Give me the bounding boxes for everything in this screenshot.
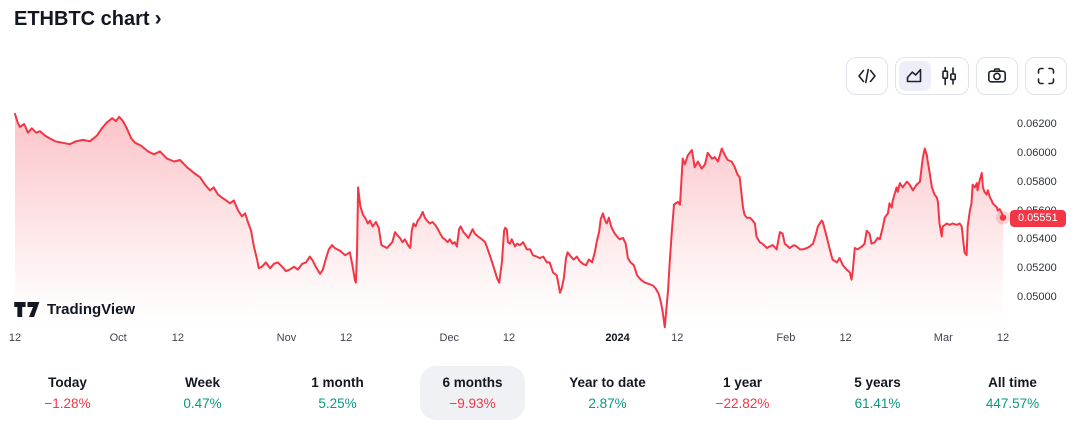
range-pill: 1 month 5.25% xyxy=(289,366,386,420)
range-change: −1.28% xyxy=(44,396,91,411)
range-pill: 5 years 61.41% xyxy=(832,366,923,420)
range-change: 0.47% xyxy=(183,396,222,411)
area-chart-type-button[interactable] xyxy=(899,61,931,91)
chart-type-switcher xyxy=(895,57,969,95)
range-change: 5.25% xyxy=(318,396,357,411)
range-pill: Year to date 2.87% xyxy=(547,366,668,420)
time-axis-label: 12 xyxy=(502,332,516,344)
range-button-6-months[interactable]: 6 months −9.93% xyxy=(405,366,540,420)
time-axis-label: 12 xyxy=(171,332,184,344)
range-change: 61.41% xyxy=(854,396,901,411)
range-change: 447.57% xyxy=(985,396,1040,411)
time-axis-label: 12 xyxy=(340,332,353,344)
tradingview-attribution[interactable]: TradingView xyxy=(14,301,135,318)
price-area xyxy=(15,113,1003,332)
attribution-label: TradingView xyxy=(47,301,136,318)
price-axis-label: 0.05800 xyxy=(1017,175,1057,188)
page-title: ETHBTC chart xyxy=(14,8,150,30)
candlestick-icon xyxy=(942,66,957,86)
range-pill: 6 months −9.93% xyxy=(420,366,525,420)
range-label: Today xyxy=(48,375,87,390)
chart-toolbar xyxy=(846,57,1067,95)
time-axis-label: Feb xyxy=(776,332,796,344)
fullscreen-icon xyxy=(1037,67,1055,85)
range-button-5-years[interactable]: 5 years 61.41% xyxy=(810,366,945,420)
price-axis-label: 0.05000 xyxy=(1017,291,1057,303)
price-axis-label: 0.06000 xyxy=(1017,146,1057,159)
range-label: 6 months xyxy=(442,375,503,390)
embed-code-button[interactable] xyxy=(846,57,888,95)
range-selector: Today −1.28% Week 0.47% 1 month 5.25% 6 months… xyxy=(0,366,1080,420)
last-price-marker xyxy=(999,214,1007,221)
range-button-1-year[interactable]: 1 year −22.82% xyxy=(675,366,810,420)
chevron-right-icon: › xyxy=(154,6,162,30)
fullscreen-button[interactable] xyxy=(1025,57,1067,95)
range-label: 5 years xyxy=(854,375,901,390)
code-icon xyxy=(858,68,876,84)
time-axis-label: Dec xyxy=(439,332,460,344)
range-button-1-month[interactable]: 1 month 5.25% xyxy=(270,366,405,420)
snapshot-button[interactable] xyxy=(976,57,1018,95)
range-label: 1 year xyxy=(722,375,763,390)
time-axis-label: Nov xyxy=(276,332,297,344)
time-axis-label: Mar xyxy=(933,332,953,344)
range-label: All time xyxy=(988,375,1037,390)
price-line xyxy=(14,112,1004,329)
time-axis-label: 12 xyxy=(8,332,22,344)
price-chart[interactable] xyxy=(0,105,1080,335)
range-button-year-to-date[interactable]: Year to date 2.87% xyxy=(540,366,675,420)
range-label: Week xyxy=(184,375,221,390)
area-chart-icon xyxy=(906,68,922,83)
tradingview-logo-icon xyxy=(14,301,40,318)
range-button-week[interactable]: Week 0.47% xyxy=(135,366,270,420)
time-axis-label: 12 xyxy=(671,332,684,344)
chart-title-link[interactable]: ETHBTC chart › xyxy=(14,8,162,31)
range-change: −22.82% xyxy=(715,396,770,411)
time-axis-label: 2024 xyxy=(605,332,630,344)
range-pill: All time 447.57% xyxy=(964,366,1061,420)
time-axis-label: 12 xyxy=(996,332,1010,344)
price-axis-label: 0.05200 xyxy=(1017,262,1057,275)
camera-icon xyxy=(987,68,1006,83)
range-pill: 1 year −22.82% xyxy=(694,366,792,420)
price-axis-label: 0.05400 xyxy=(1017,233,1057,246)
range-change: 2.87% xyxy=(588,396,627,411)
current-price-badge: 0.05551 xyxy=(1010,209,1066,227)
range-button-today[interactable]: Today −1.28% xyxy=(0,366,135,420)
range-pill: Today −1.28% xyxy=(22,366,112,420)
price-axis-label: 0.06200 xyxy=(1017,118,1057,130)
range-button-all-time[interactable]: All time 447.57% xyxy=(945,366,1080,420)
range-change: −9.93% xyxy=(449,396,496,411)
range-label: Year to date xyxy=(569,375,646,390)
range-label: 1 month xyxy=(311,375,364,390)
time-axis-label: Oct xyxy=(109,332,127,344)
time-axis-label: 12 xyxy=(839,332,852,344)
range-pill: Week 0.47% xyxy=(161,366,243,420)
candlestick-chart-type-button[interactable] xyxy=(933,61,965,91)
